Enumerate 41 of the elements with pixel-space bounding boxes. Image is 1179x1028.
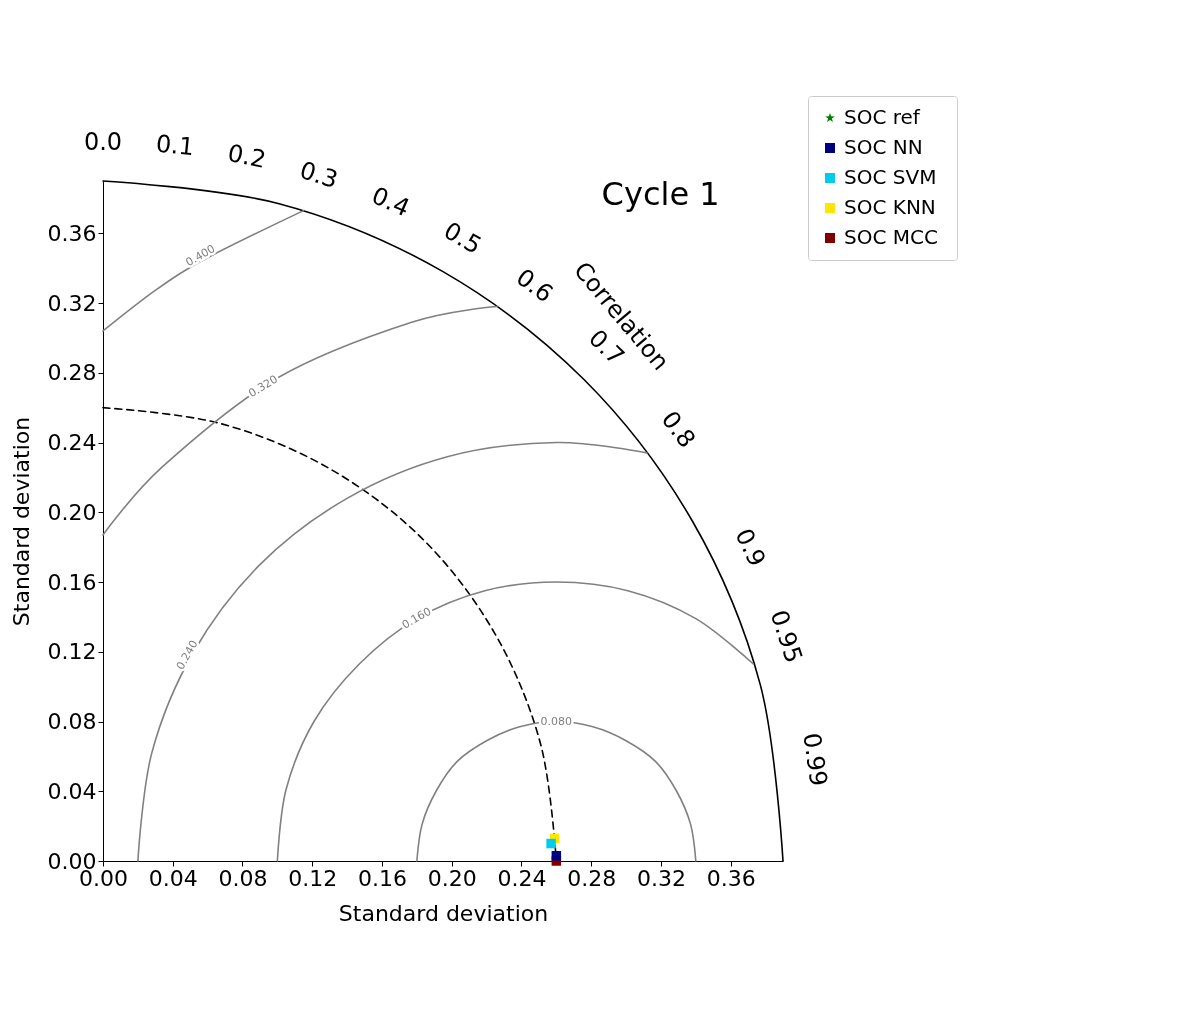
line-series	[102, 209, 305, 332]
annotation: 0.3	[296, 155, 342, 195]
legend-label: SOC KNN	[844, 195, 936, 219]
line-series	[276, 581, 755, 862]
legend-label: SOC MCC	[844, 225, 938, 249]
annotation: 0.8	[655, 405, 701, 454]
annotation: 0.95	[764, 606, 808, 667]
x-tick-label: 0.08	[218, 865, 268, 891]
y-tick-label: 0.04	[47, 778, 97, 804]
x-tick-label: 0.12	[288, 865, 338, 891]
y-axis-title: Standard deviation	[8, 416, 34, 627]
x-tick-label: 0.04	[148, 865, 198, 891]
y-tick-label: 0.16	[47, 569, 97, 595]
legend-label: SOC SVM	[844, 165, 937, 189]
annotation: 0.6	[510, 263, 559, 309]
legend-label: SOC ref	[844, 105, 921, 129]
line-series	[102, 305, 498, 536]
legend-label: SOC NN	[844, 135, 923, 159]
y-tick-label: 0.32	[47, 290, 97, 316]
x-tick-label: 0.16	[357, 865, 407, 891]
y-tick-label: 0.28	[47, 360, 97, 386]
x-tick-label: 0.24	[497, 865, 547, 891]
x-tick-label: 0.20	[427, 865, 477, 891]
annotation: 0.9	[729, 524, 772, 571]
text: 0.99	[797, 731, 833, 788]
text: 0.0	[83, 127, 123, 156]
y-tick-label: 0.08	[47, 709, 97, 735]
line-series	[137, 441, 648, 862]
text: 0.1	[154, 129, 196, 162]
annotation: 0.4	[367, 181, 414, 223]
x-tick-label: 0.32	[636, 865, 686, 891]
y-tick-label: 0.12	[47, 639, 97, 665]
x-axis-title: Standard deviation	[338, 900, 549, 926]
y-tick-label: 0.20	[47, 499, 97, 525]
y-tick-label: 0.24	[47, 430, 97, 456]
x-tick-label: 0.28	[567, 865, 617, 891]
chart-title: Cycle 1	[601, 174, 720, 213]
y-tick-label: 0.36	[47, 220, 97, 246]
annotation: 0.5	[439, 216, 487, 260]
x-tick-label: 0.36	[706, 865, 756, 891]
text: 0.2	[225, 138, 269, 174]
